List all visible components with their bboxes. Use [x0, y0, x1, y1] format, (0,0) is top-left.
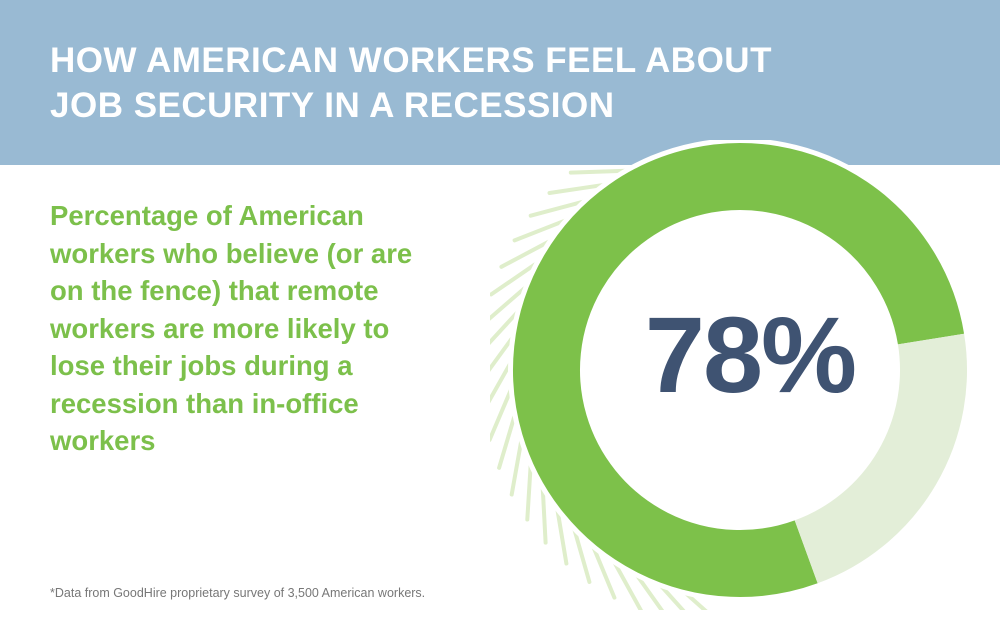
- center-value-label: 78%: [644, 294, 857, 415]
- page-title: HOW AMERICAN WORKERS FEEL ABOUT JOB SECU…: [50, 41, 772, 125]
- header-banner: [0, 0, 1000, 165]
- footnote: *Data from GoodHire proprietary survey o…: [50, 586, 426, 600]
- donut-slice-value: [513, 143, 965, 597]
- donut-slice-remainder: [794, 333, 967, 584]
- donut-slices: [513, 143, 967, 597]
- chart-description: Percentage of American workers who belie…: [50, 200, 413, 456]
- donut-chart: [490, 140, 972, 610]
